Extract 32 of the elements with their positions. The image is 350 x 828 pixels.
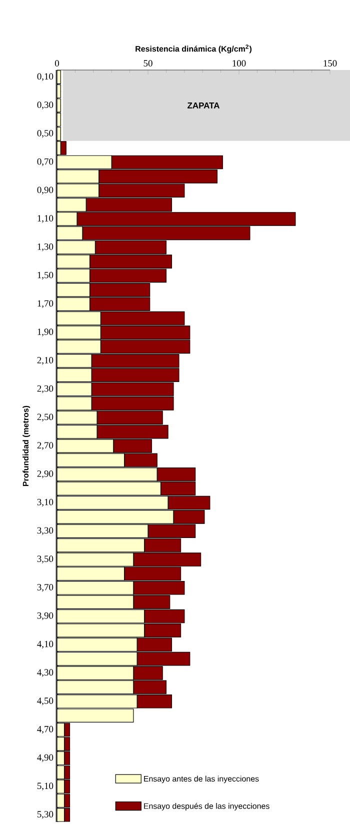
y-tick-label: 4,70: [37, 726, 54, 734]
y-tick-label: 2,90: [37, 470, 54, 478]
y-tick-label: 4,30: [37, 669, 54, 677]
y-tick-label: 1,10: [38, 215, 54, 223]
y-tick-label: 3,70: [37, 584, 54, 592]
y-tick-label: 2,10: [37, 356, 54, 365]
y-tick-label: 3,30: [37, 527, 54, 536]
y-tick-label: 1,70: [38, 300, 54, 308]
y-tick-label: 3,50: [37, 556, 54, 564]
y-tick-label: 5,10: [37, 782, 54, 790]
y-tick-label: 2,70: [37, 442, 54, 450]
y-tick-label: 2,50: [37, 414, 54, 422]
x-tick-label: 150: [324, 60, 337, 66]
y-tick-label: 3,10: [37, 498, 54, 507]
y-tick-label: 0,90: [37, 186, 54, 194]
y-tick-label: 0,50: [37, 130, 54, 138]
y-tick-label: 0,10: [37, 73, 54, 81]
x-tick-label: 50: [144, 60, 152, 66]
x-tick-label: 100: [232, 60, 246, 66]
band-label: ZAPATA: [188, 102, 220, 108]
y-tick-label: 5,30: [37, 811, 54, 819]
y-tick-label: 3,90: [37, 612, 54, 620]
y-tick-label: 4,50: [37, 698, 54, 706]
y-tick-label: 4,90: [37, 754, 54, 762]
y-tick-label: 1,30: [38, 243, 54, 252]
y-tick-label: 4,10: [37, 640, 54, 649]
y-tick-label: 1,90: [38, 328, 54, 336]
x-tick-label: 0: [54, 60, 60, 66]
y-tick-label: 1,50: [38, 272, 54, 280]
y-tick-label: 0,30: [37, 102, 54, 110]
y-tick-label: 0,70: [37, 158, 54, 166]
y-tick-label: 2,30: [37, 385, 54, 394]
